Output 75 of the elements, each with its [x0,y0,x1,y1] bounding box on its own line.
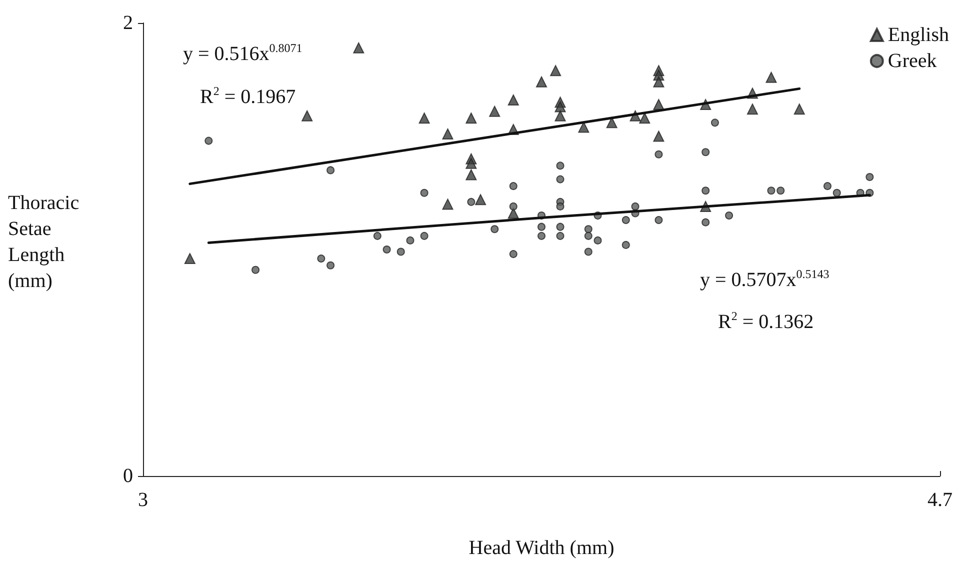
point [550,65,562,76]
point [556,222,564,231]
point [556,202,564,210]
point [302,110,313,122]
point [509,202,518,210]
point [578,122,590,133]
point [725,212,734,220]
point [584,225,592,234]
point [556,175,564,184]
point [606,117,618,128]
point [442,128,454,140]
point [406,236,414,244]
legend-label: Greek [888,50,937,72]
point [466,169,477,180]
x-tick-label: 3 [138,489,148,511]
point [538,222,546,231]
point [418,112,430,124]
point [823,182,832,190]
point [554,101,566,112]
point [467,198,476,206]
point [776,186,785,195]
y-tick-label: 0 [123,465,133,487]
point [326,166,335,174]
point [396,248,405,256]
point [508,208,519,219]
x-axis-title: Head Width (mm) [468,537,614,559]
point [204,136,213,145]
point [639,112,650,124]
point [420,188,428,197]
point [252,266,260,274]
point [509,250,518,258]
point [866,173,874,182]
point [584,248,592,256]
point [382,246,391,254]
point [509,182,518,190]
point [794,104,805,115]
point [317,254,326,263]
point [584,232,592,240]
point [373,232,382,240]
point [622,216,630,224]
point [490,225,499,234]
point [538,232,546,240]
point [556,162,564,170]
point [556,232,564,240]
point [353,42,364,54]
point [832,188,841,197]
point [508,94,519,106]
point [475,194,486,206]
point [622,240,630,249]
point [536,76,547,88]
point [594,236,602,244]
point [631,202,640,210]
point [489,106,500,117]
point [184,253,196,264]
point [702,218,710,226]
x-tick-label: 4.7 [928,489,952,511]
legend-label: English [888,24,950,46]
point [766,72,777,83]
point [442,198,454,210]
point [654,216,663,224]
point [653,76,664,88]
point [746,104,758,115]
point [702,186,710,195]
y-axis-title: Thoracic Setae Length (mm) [8,192,84,292]
point [702,148,710,156]
point [420,232,428,240]
point [653,130,664,142]
y-tick-label: 2 [123,12,133,34]
point [326,261,335,270]
point [466,112,477,124]
point [710,118,719,127]
point [767,186,776,195]
point [654,150,663,158]
point [554,110,566,122]
point [466,158,477,169]
